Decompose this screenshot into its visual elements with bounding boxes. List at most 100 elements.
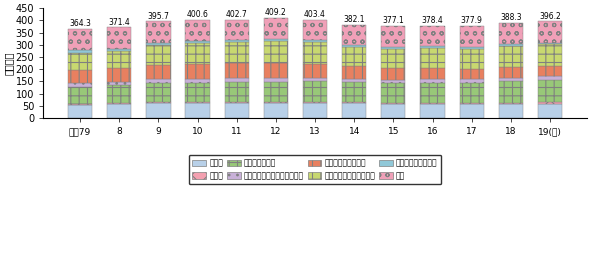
Bar [107,104,131,118]
Bar [420,46,444,48]
Text: 377.9: 377.9 [461,16,483,25]
Bar [186,20,210,41]
Bar [303,102,327,103]
Bar [264,102,288,103]
Bar [68,53,92,70]
Bar [460,83,484,103]
Bar [146,79,171,83]
Bar [342,82,366,102]
Bar [381,104,405,118]
Text: 395.7: 395.7 [147,12,169,21]
Bar [381,103,405,104]
Bar [186,103,210,118]
Bar [68,104,92,105]
Bar [460,69,484,79]
Text: 378.4: 378.4 [421,16,443,25]
Bar [460,26,484,47]
Bar [264,78,288,82]
Bar [538,21,562,43]
Bar [146,21,171,43]
Bar [225,40,249,42]
Bar [225,82,249,102]
Bar [303,40,327,41]
Y-axis label: （万人）: （万人） [4,51,14,75]
Bar [225,102,249,103]
Bar [107,103,131,104]
Bar [499,103,523,104]
Bar [538,76,562,80]
Bar [264,103,288,118]
Bar [303,64,327,78]
Bar [225,103,249,118]
Text: 382.1: 382.1 [343,15,365,24]
Bar [499,81,523,103]
Text: 364.3: 364.3 [69,19,91,28]
Bar [264,41,288,63]
Bar [186,79,210,82]
Bar [264,18,288,39]
Bar [420,26,444,46]
Bar [499,46,523,67]
Bar [342,45,366,47]
Text: 377.1: 377.1 [382,16,404,25]
Bar [420,103,444,104]
Bar [107,82,131,85]
Bar [381,49,405,68]
Bar [460,79,484,83]
Bar [460,49,484,69]
Bar [342,102,366,103]
Bar [342,66,366,79]
Bar [538,80,562,102]
Bar [68,70,92,83]
Bar [186,82,210,102]
Bar [225,63,249,78]
Bar [538,66,562,76]
Bar [146,45,171,65]
Bar [420,79,444,83]
Bar [420,83,444,103]
Bar [186,43,210,64]
Text: 371.4: 371.4 [108,17,130,26]
Bar [381,47,405,49]
Bar [107,85,131,103]
Bar [460,47,484,49]
Bar [342,25,366,45]
Bar [381,68,405,80]
Bar [303,78,327,81]
Bar [303,20,327,40]
Bar [342,103,366,118]
Bar [264,39,288,41]
Bar [146,83,171,102]
Bar [225,20,249,40]
Bar [381,83,405,103]
Bar [499,104,523,118]
Bar [460,104,484,118]
Bar [381,26,405,47]
Text: 400.6: 400.6 [187,10,209,19]
Bar [68,87,92,104]
Text: 396.2: 396.2 [539,11,561,20]
Bar [186,64,210,79]
Bar [381,80,405,83]
Bar [186,102,210,103]
Bar [342,47,366,66]
Bar [146,43,171,45]
Bar [68,29,92,50]
Bar [538,103,562,118]
Bar [499,67,523,78]
Bar [420,48,444,68]
Bar [186,41,210,43]
Bar [107,51,131,69]
Bar [264,82,288,102]
Text: 388.3: 388.3 [500,13,522,22]
Text: 403.4: 403.4 [304,10,326,19]
Bar [68,50,92,53]
Bar [107,27,131,49]
Bar [499,78,523,81]
Bar [499,44,523,46]
Bar [146,103,171,118]
Bar [107,49,131,51]
Bar [303,81,327,102]
Bar [499,23,523,44]
Bar [146,65,171,79]
